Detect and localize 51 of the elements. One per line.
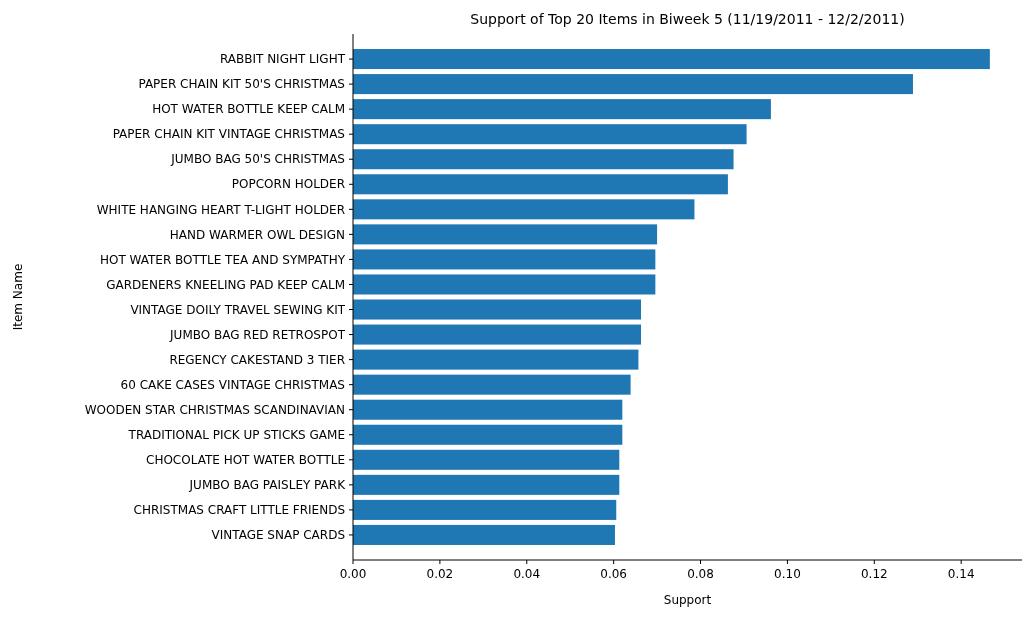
y-tick-label: HAND WARMER OWL DESIGN bbox=[169, 227, 345, 242]
bar bbox=[353, 224, 658, 245]
y-tick-label: RABBIT NIGHT LIGHT bbox=[219, 52, 346, 67]
bar bbox=[353, 149, 734, 170]
bar bbox=[353, 124, 747, 145]
bar bbox=[353, 274, 656, 295]
x-tick-label: 0.02 bbox=[426, 567, 454, 581]
x-tick-label: 0.14 bbox=[947, 567, 975, 581]
y-tick-label: JUMBO BAG PAISLEY PARK bbox=[188, 478, 347, 493]
bar bbox=[353, 474, 620, 495]
bar bbox=[353, 299, 642, 320]
y-tick-label: WOODEN STAR CHRISTMAS SCANDINAVIAN bbox=[84, 402, 345, 417]
y-tick-label: JUMBO BAG 50'S CHRISTMAS bbox=[170, 152, 345, 167]
y-axis-title: Item Name bbox=[11, 263, 25, 331]
bar bbox=[353, 499, 617, 520]
bar bbox=[353, 49, 990, 70]
y-tick-label: HOT WATER BOTTLE KEEP CALM bbox=[152, 102, 345, 117]
y-tick-label: REGENCY CAKESTAND 3 TIER bbox=[169, 352, 345, 367]
bar bbox=[353, 74, 913, 95]
x-tick-label: 0.10 bbox=[774, 567, 801, 581]
y-tick-label: CHOCOLATE HOT WATER BOTTLE bbox=[146, 453, 345, 468]
bar bbox=[353, 524, 615, 545]
bar bbox=[353, 399, 623, 420]
bar bbox=[353, 424, 623, 445]
y-tick-label: 60 CAKE CASES VINTAGE CHRISTMAS bbox=[120, 377, 345, 392]
bar bbox=[353, 99, 771, 120]
bar bbox=[353, 349, 639, 370]
bar bbox=[353, 249, 656, 270]
x-tick-label: 0.12 bbox=[860, 567, 888, 581]
x-axis-title: Support bbox=[663, 593, 712, 607]
y-tick-label: HOT WATER BOTTLE TEA AND SYMPATHY bbox=[99, 252, 346, 267]
y-tick-label: VINTAGE SNAP CARDS bbox=[211, 528, 345, 543]
bar bbox=[353, 374, 631, 395]
bar bbox=[353, 449, 620, 470]
y-tick-label: TRADITIONAL PICK UP STICKS GAME bbox=[127, 427, 345, 442]
y-tick-label: GARDENERS KNEELING PAD KEEP CALM bbox=[106, 277, 345, 292]
y-tick-label: VINTAGE DOILY TRAVEL SEWING KIT bbox=[130, 302, 346, 317]
x-tick-label: 0.08 bbox=[687, 567, 714, 581]
bar bbox=[353, 199, 695, 220]
x-tick-label: 0.00 bbox=[339, 567, 367, 581]
y-tick-label: PAPER CHAIN KIT 50'S CHRISTMAS bbox=[138, 77, 345, 92]
y-tick-label: JUMBO BAG RED RETROSPOT bbox=[169, 327, 346, 342]
x-tick-label: 0.04 bbox=[513, 567, 541, 581]
y-tick-label: POPCORN HOLDER bbox=[231, 177, 345, 192]
y-tick-label: WHITE HANGING HEART T-LIGHT HOLDER bbox=[96, 202, 345, 217]
bar bbox=[353, 324, 642, 345]
x-tick-label: 0.06 bbox=[600, 567, 628, 581]
y-tick-label: PAPER CHAIN KIT VINTAGE CHRISTMAS bbox=[112, 127, 345, 142]
bar bbox=[353, 174, 728, 195]
y-tick-label: CHRISTMAS CRAFT LITTLE FRIENDS bbox=[133, 503, 345, 518]
chart-title: Support of Top 20 Items in Biweek 5 (11/19/2011 - 12/2/2011) bbox=[470, 11, 905, 27]
